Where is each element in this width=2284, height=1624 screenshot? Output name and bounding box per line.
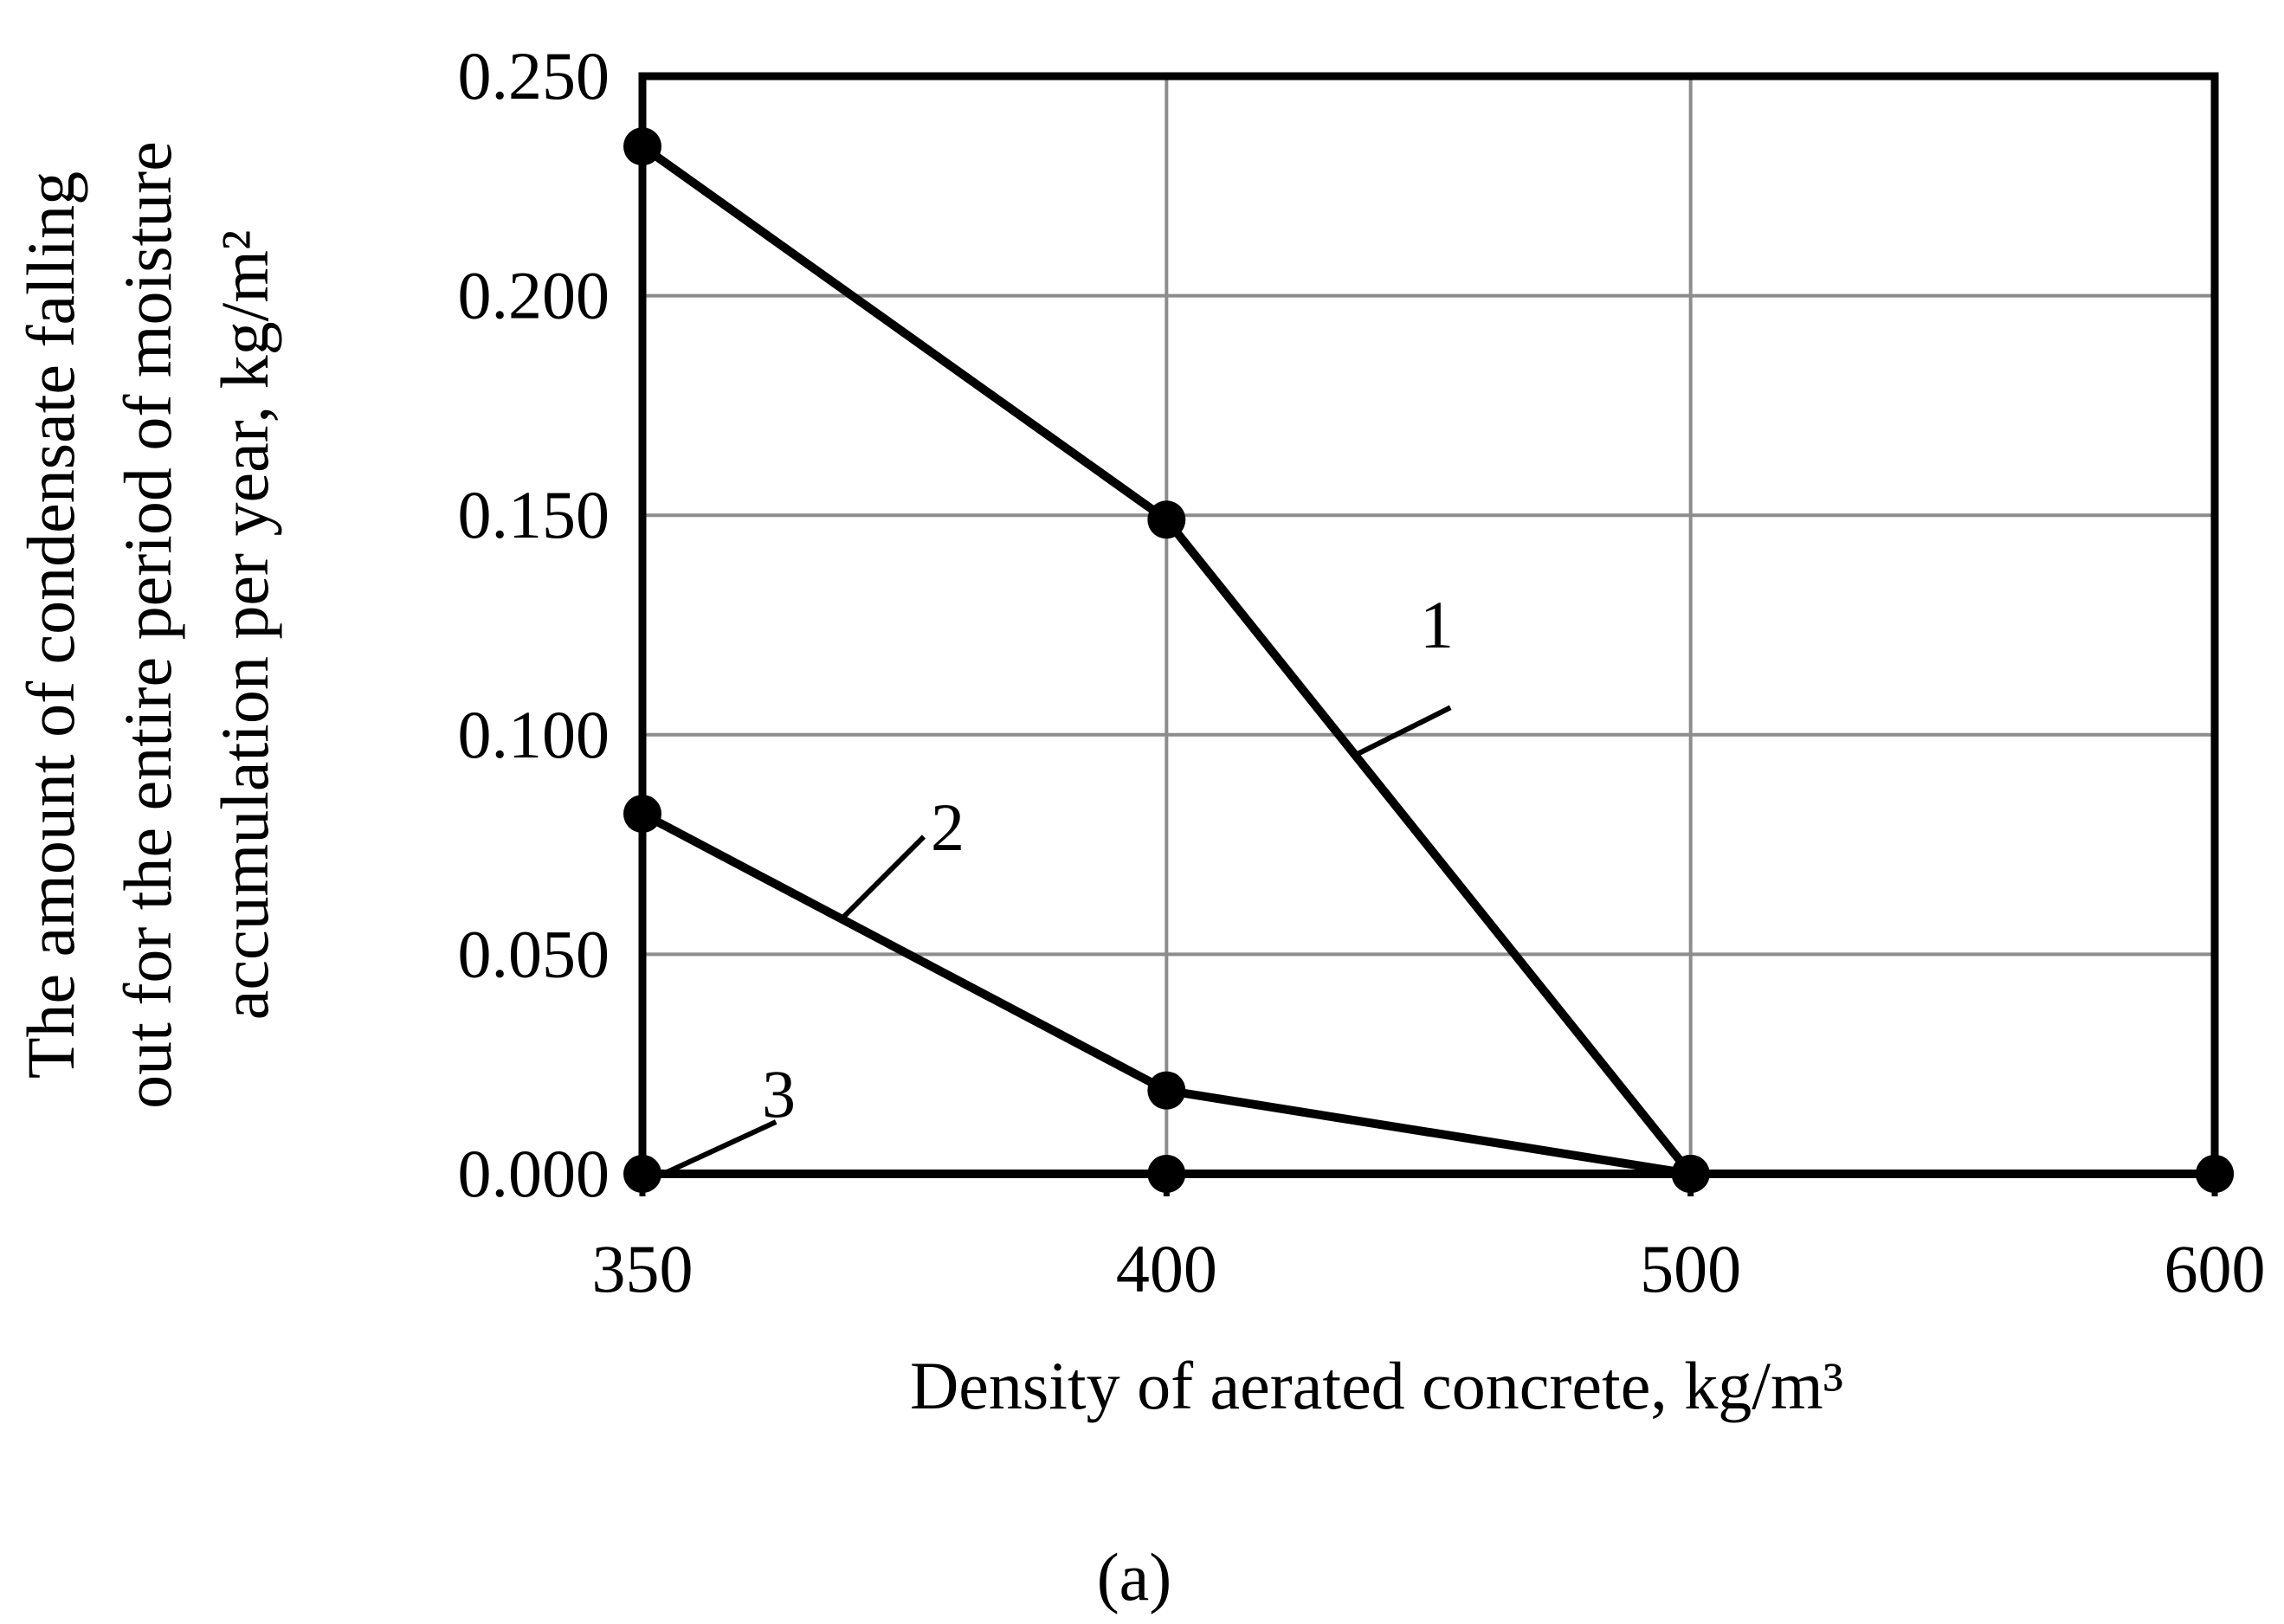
y-tick-label: 0.150: [458, 477, 610, 552]
y-tick-label: 0.000: [458, 1136, 610, 1211]
series-3-label: 3: [762, 1056, 796, 1131]
x-tick-labels: 350 400 500 600: [592, 1231, 2266, 1306]
series-3-leader: [661, 1119, 777, 1176]
y-axis-title-line-1: The amount of condensate falling: [13, 171, 88, 1079]
plot-frame: [638, 72, 2219, 1178]
y-axis-title: The amount of condensate falling out for…: [13, 141, 282, 1109]
series-2-label: 2: [931, 789, 965, 865]
y-tick-labels: 0.000 0.050 0.100 0.150 0.200 0.250: [458, 38, 610, 1211]
x-tick-label: 600: [2165, 1231, 2266, 1306]
y-tick-label: 0.050: [458, 916, 610, 991]
series-1-point: [623, 127, 661, 166]
series-1-leader: [1353, 705, 1452, 758]
x-tick-label: 350: [592, 1231, 694, 1306]
y-tick-label: 0.250: [458, 38, 610, 113]
series-2-line: [640, 809, 2215, 1178]
panel-label: (a): [1097, 1539, 1172, 1614]
series-2-point: [623, 795, 661, 834]
x-tick-label: 500: [1640, 1231, 1741, 1306]
x-axis-title: Density of aerated concrete, kg/m³: [910, 1348, 1843, 1423]
series-callouts: 1 2 3: [661, 587, 1454, 1176]
series-3-point: [623, 1155, 661, 1193]
series-1-point: [1147, 500, 1186, 539]
series-2-leader: [839, 835, 926, 921]
y-tick-label: 0.200: [458, 258, 610, 333]
data-markers: [623, 127, 2234, 1193]
y-tick-label: 0.100: [458, 697, 610, 772]
y-axis-title-line-2: out for the entire period of moisture: [110, 141, 185, 1109]
x-tick-label: 400: [1116, 1231, 1217, 1306]
series-1-label: 1: [1420, 587, 1454, 662]
series-3-point: [1147, 1155, 1186, 1193]
series-3-point: [2196, 1155, 2234, 1193]
series-3-point: [1671, 1155, 1710, 1193]
y-axis-title-line-3: accumulation per year, kg/m²: [207, 230, 282, 1021]
series-2-point: [1147, 1071, 1186, 1110]
